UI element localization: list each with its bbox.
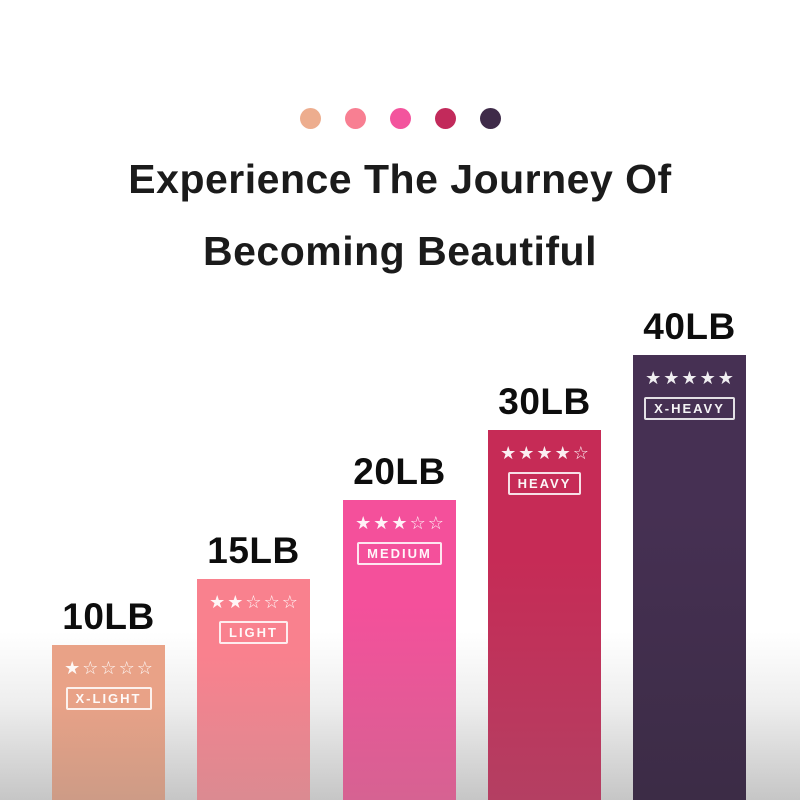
level-badge: MEDIUM <box>357 541 442 565</box>
weight-label: 20LB <box>353 451 446 493</box>
weight-column-20lb: 20LB ★★★☆☆ MEDIUM <box>343 452 456 800</box>
weight-column-40lb: 40LB ★★★★★ X-HEAVY <box>633 307 746 800</box>
weight-label: 10LB <box>62 596 155 638</box>
weight-column-15lb: 15LB ★★☆☆☆ LIGHT <box>197 531 310 800</box>
palette-dot-x-heavy <box>479 108 501 129</box>
weight-label: 15LB <box>207 530 300 572</box>
level-badge: LIGHT <box>219 620 288 644</box>
level-badge: HEAVY <box>507 471 582 495</box>
headline: Experience The Journey Of Becoming Beaut… <box>0 143 800 287</box>
star-rating: ★★★☆☆ <box>355 513 446 534</box>
level-badge: X-LIGHT <box>65 686 152 710</box>
color-palette-dots <box>0 108 800 129</box>
star-rating: ★☆☆☆☆ <box>64 658 155 679</box>
weight-label: 30LB <box>498 381 591 423</box>
resistance-bar-light: ★★☆☆☆ LIGHT <box>197 579 310 800</box>
palette-dot-medium <box>389 108 411 129</box>
palette-dot-x-light <box>299 108 321 129</box>
weight-column-30lb: 30LB ★★★★☆ HEAVY <box>488 382 601 800</box>
palette-dot-heavy <box>434 108 456 129</box>
resistance-bar-x-heavy: ★★★★★ X-HEAVY <box>633 355 746 800</box>
star-rating: ★★☆☆☆ <box>209 592 300 613</box>
headline-line-1: Experience The Journey Of <box>128 156 672 202</box>
star-rating: ★★★★★ <box>645 368 736 389</box>
headline-line-2: Becoming Beautiful <box>203 228 597 274</box>
weight-label: 40LB <box>643 306 736 348</box>
palette-dot-light <box>344 108 366 129</box>
resistance-bar-heavy: ★★★★☆ HEAVY <box>488 430 601 800</box>
resistance-bar-x-light: ★☆☆☆☆ X-LIGHT <box>52 645 165 800</box>
resistance-bar-medium: ★★★☆☆ MEDIUM <box>343 500 456 800</box>
weight-column-10lb: 10LB ★☆☆☆☆ X-LIGHT <box>52 597 165 800</box>
star-rating: ★★★★☆ <box>500 443 591 464</box>
level-badge: X-HEAVY <box>644 396 735 420</box>
